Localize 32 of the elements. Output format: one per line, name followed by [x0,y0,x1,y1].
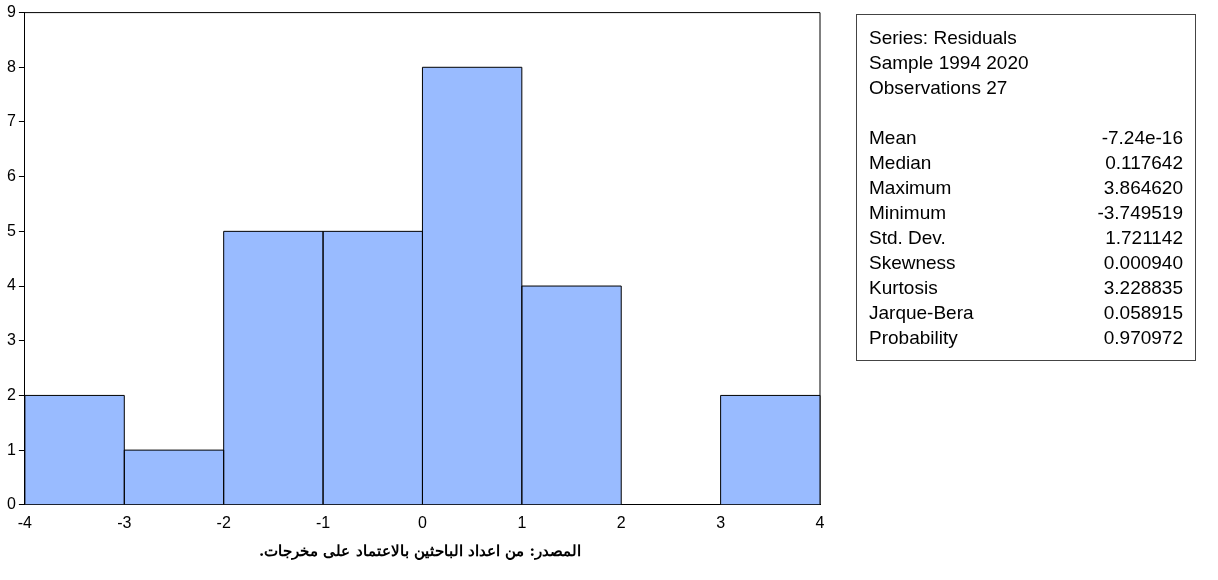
x-tick-label: 1 [517,513,527,531]
y-tick-label: 8 [6,57,16,75]
x-tick-label: -1 [315,513,331,531]
text: Observations 27 [869,76,1009,100]
y-tick-label: 1 [6,440,16,458]
text: Maximum 3.864620 [869,177,1183,198]
y-tick-label: 6 [6,167,16,185]
text: Std. Dev. 1.721142 [869,227,1183,248]
y-tick-label: 3 [6,331,16,349]
text: Mean -7.24e-16 [869,127,1183,148]
text: Probability 0.970972 [869,327,1183,348]
x-tick-label: 3 [716,513,726,531]
text: Kurtosis 3.228835 [869,277,1183,298]
x-tick-label: -3 [117,513,132,531]
text: المصدر: من اعداد الباحثين بالاعتماد على مخرجات. [257,542,583,560]
text: Sample 1994 2020 [869,51,1030,75]
text: Median 0.117642 [869,152,1183,173]
text: Skewness 0.000940 [869,252,1183,273]
x-tick-label: 4 [815,513,825,531]
y-tick-label: 9 [6,3,16,21]
y-tick-label: 2 [6,385,16,403]
x-tick-label: 0 [418,513,427,531]
text: Series: Residuals [869,26,1018,50]
x-tick-label: -4 [17,513,33,531]
x-tick-label: 2 [616,513,626,531]
text: Minimum -3.749519 [869,202,1183,223]
y-tick-label: 4 [6,276,16,294]
x-tick-label: -2 [216,513,231,531]
text: Jarque-Bera 0.058915 [869,302,1183,323]
y-tick-label: 0 [6,495,16,513]
y-tick-label: 7 [6,112,16,130]
y-tick-label: 5 [6,221,16,239]
